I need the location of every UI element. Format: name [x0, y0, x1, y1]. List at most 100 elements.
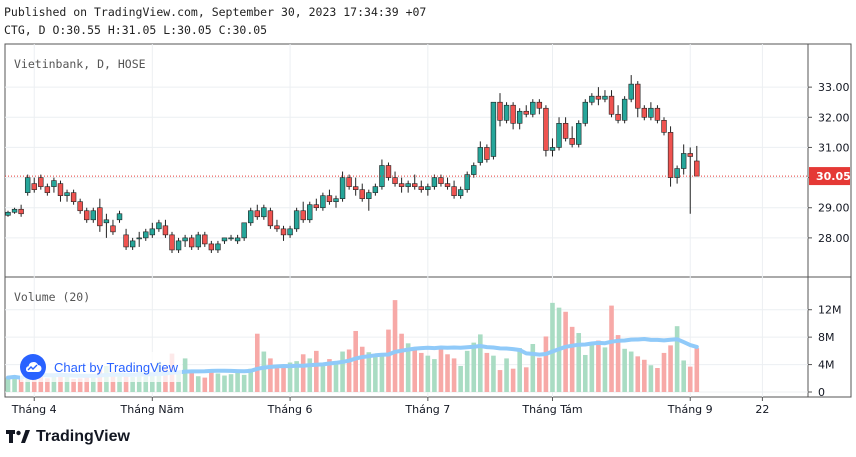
volume-bar — [123, 374, 129, 392]
volume-bar — [484, 352, 490, 392]
candle-body — [195, 234, 201, 248]
volume-bar — [576, 333, 582, 392]
cloud-icon — [20, 354, 46, 380]
volume-bar — [392, 300, 398, 392]
volume-bar — [248, 368, 254, 392]
candle-body — [228, 237, 234, 240]
candle-body — [274, 225, 280, 230]
volume-bar — [399, 333, 404, 392]
candle-body — [339, 177, 346, 199]
volume-bar — [261, 351, 267, 392]
tradingview-logo[interactable]: TradingView — [6, 428, 130, 446]
candle-body — [300, 210, 306, 221]
volume-bar — [550, 302, 555, 392]
candle-body — [5, 211, 11, 216]
volume-bar — [254, 333, 260, 392]
volume-bar — [464, 350, 470, 392]
candle-body — [70, 192, 77, 203]
volume-bar — [327, 359, 332, 392]
volume-bar — [90, 377, 96, 392]
volume-bar — [18, 379, 24, 392]
candle-body — [464, 174, 470, 190]
candle-body — [103, 219, 110, 224]
volume-bar — [314, 350, 319, 392]
tradingview-watermark[interactable]: Chart by TradingView — [20, 352, 183, 382]
volume-bar — [379, 356, 385, 392]
price-tick-label: 28.00 — [818, 232, 850, 245]
volume-bar — [622, 348, 627, 392]
volume-bar — [12, 376, 17, 392]
volume-bar — [268, 358, 273, 392]
candle-body — [549, 147, 556, 151]
volume-bar — [320, 363, 326, 392]
volume-bar — [150, 374, 155, 392]
volume-bar — [287, 362, 293, 392]
candle-body — [602, 95, 608, 100]
volume-bar — [418, 352, 424, 392]
candle-body — [530, 101, 536, 115]
candle-body — [38, 177, 44, 187]
candle-body — [162, 225, 169, 236]
volume-bar — [602, 347, 608, 392]
ohlc-line: CTG, D O:30.55 H:31.05 L:30.05 C:30.05 — [4, 23, 268, 37]
volume-bar — [195, 376, 201, 392]
candle-body — [687, 153, 693, 157]
candle-body — [661, 119, 667, 133]
volume-bar — [458, 365, 463, 392]
candle-body — [503, 104, 510, 121]
candle-body — [175, 240, 182, 251]
volume-bar — [438, 347, 444, 392]
volume-bar — [674, 326, 680, 392]
candle-body — [267, 210, 274, 227]
volume-bar — [471, 342, 477, 392]
volume-bar — [366, 352, 372, 392]
volume-bar — [64, 376, 70, 392]
volume-bar — [412, 347, 418, 392]
volume-bar — [202, 377, 208, 392]
candle-body — [451, 186, 457, 196]
volume-bar — [51, 374, 57, 392]
volume-bar — [517, 348, 522, 392]
candle-body — [359, 189, 365, 199]
candle-body — [64, 192, 70, 196]
candle-body — [418, 186, 424, 190]
candle-body — [398, 183, 405, 187]
volume-bar — [523, 367, 529, 392]
volume-bar — [687, 366, 693, 392]
candle-body — [438, 177, 444, 184]
volume-bar — [510, 368, 516, 392]
candle-body — [667, 132, 674, 178]
volume-bar — [655, 368, 660, 392]
volume-bar — [504, 358, 509, 392]
candle-body — [425, 186, 431, 190]
time-tick-label: Tháng Năm — [120, 403, 185, 416]
volume-bar — [537, 357, 542, 392]
candle-body — [11, 208, 18, 213]
candle-body — [412, 183, 418, 187]
volume-bar — [176, 372, 181, 392]
candle-body — [497, 101, 503, 121]
candle-body — [523, 110, 529, 115]
candle-body — [31, 183, 37, 190]
volume-bar — [307, 358, 313, 392]
volume-bar — [661, 352, 667, 392]
volume-bar — [589, 344, 595, 392]
candle-body — [635, 83, 641, 109]
candle-body — [392, 177, 398, 184]
time-tick-label: Tháng 9 — [667, 403, 713, 416]
volume-bar — [405, 343, 411, 392]
volume-tick-label: 8M — [818, 331, 835, 344]
volume-bar — [445, 354, 450, 392]
candle-body — [287, 228, 293, 236]
candle-body — [372, 186, 379, 193]
candle-body — [346, 177, 352, 187]
candle-body — [536, 101, 543, 109]
candle-body — [248, 210, 254, 224]
candle-body — [241, 222, 247, 239]
volume-bar — [130, 376, 135, 392]
volume-tick-label: 4M — [818, 359, 835, 372]
candle-body — [90, 210, 96, 221]
volume-bar — [694, 348, 700, 392]
candle-body — [182, 237, 188, 242]
candle-body — [123, 234, 129, 248]
